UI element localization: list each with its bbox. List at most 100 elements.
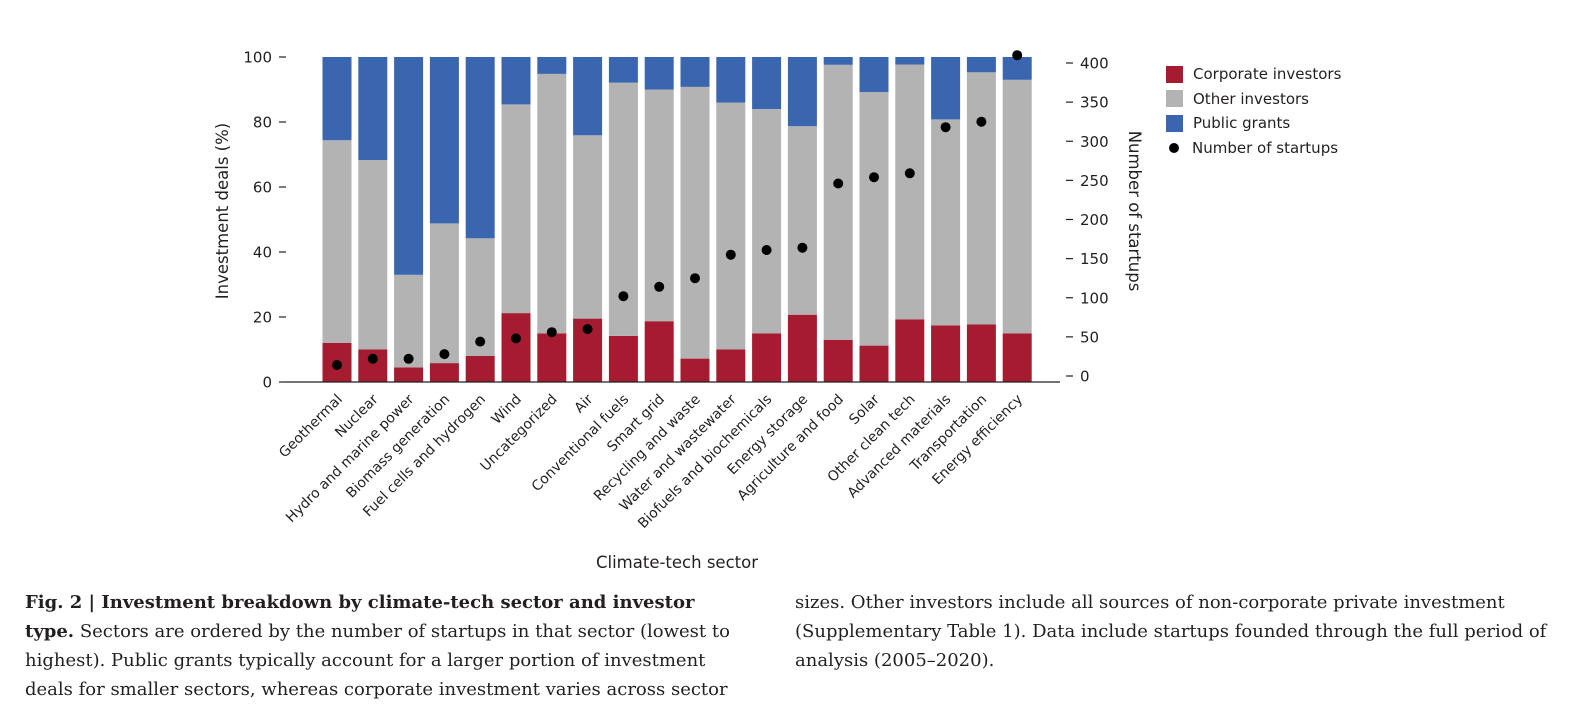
bar-segment-s2-c19 <box>1002 57 1032 80</box>
legend-swatch-public <box>1166 114 1183 132</box>
legend-item-corporate: Corporate investors <box>1166 62 1341 87</box>
x-axis-title: Climate-tech sector <box>596 553 758 572</box>
x-tick-label-7: Air <box>572 391 597 416</box>
bar-segment-s2-c10 <box>680 57 710 87</box>
bar-segment-s2-c8 <box>608 57 638 83</box>
bar-segment-s2-c14 <box>823 57 853 65</box>
bar-segment-s1-c10 <box>680 86 710 359</box>
bar-segment-s0-c9 <box>644 321 674 382</box>
y2-tick-label-1: 50 <box>1080 328 1099 346</box>
y-tick-label-5: 100 <box>243 49 272 67</box>
bar-segment-s2-c17 <box>931 57 961 120</box>
point-startups-0 <box>332 360 342 370</box>
bar-segment-s0-c19 <box>1002 333 1032 383</box>
legend-label-startups: Number of startups <box>1192 138 1339 157</box>
bar-segment-s1-c1 <box>358 160 388 350</box>
legend-item-public: Public grants <box>1166 111 1341 136</box>
bar-segment-s2-c9 <box>644 57 674 90</box>
bar-segment-s0-c5 <box>501 313 531 382</box>
bar-segment-s2-c12 <box>752 57 782 109</box>
bar-segment-s0-c14 <box>823 339 853 383</box>
bar-segment-s1-c13 <box>787 126 817 315</box>
bar-segment-s1-c12 <box>752 109 782 334</box>
point-startups-12 <box>761 245 772 255</box>
legend-dot-startups <box>1169 142 1179 153</box>
bar-segment-s2-c7 <box>573 57 603 136</box>
bar-segment-s0-c11 <box>716 349 746 382</box>
bar-segment-s1-c7 <box>573 135 603 319</box>
legend-label-corporate: Corporate investors <box>1193 65 1342 84</box>
bar-segment-s2-c2 <box>394 57 424 275</box>
point-startups-4 <box>475 336 486 347</box>
bar-segment-s1-c4 <box>465 238 495 356</box>
y2-axis-title: Number of startups <box>1125 131 1144 292</box>
point-startups-7 <box>582 324 593 335</box>
y-tick-label-0: 0 <box>262 374 272 392</box>
legend-item-other: Other investors <box>1166 87 1341 112</box>
point-startups-8 <box>618 291 629 302</box>
points-layer <box>332 50 1023 370</box>
bar-segment-s0-c16 <box>895 319 925 382</box>
bar-segment-s0-c17 <box>931 325 961 382</box>
caption-left-text: Sectors are ordered by the number of sta… <box>25 621 730 700</box>
legend-label-other: Other investors <box>1193 89 1309 108</box>
point-startups-3 <box>439 349 450 360</box>
point-startups-1 <box>367 353 378 364</box>
y-tick-label-2: 40 <box>253 244 272 262</box>
bar-segment-s2-c13 <box>787 57 817 127</box>
y2-tick-label-3: 150 <box>1080 250 1109 268</box>
point-startups-17 <box>940 122 951 133</box>
bar-segment-s0-c12 <box>752 333 782 383</box>
y-tick-label-4: 80 <box>253 114 272 132</box>
y-tick-label-3: 60 <box>253 179 272 197</box>
y2-tick-label-4: 200 <box>1080 211 1109 229</box>
bar-segment-s0-c2 <box>394 367 424 382</box>
bar-segment-s1-c3 <box>429 223 459 364</box>
bar-segment-s2-c3 <box>429 57 459 224</box>
point-startups-16 <box>904 168 915 179</box>
caption-right-text: sizes. Other investors include all sourc… <box>795 592 1547 671</box>
stacked-bar-chart: 020406080100050100150200250300350400Geot… <box>213 49 1144 573</box>
bar-segment-s1-c17 <box>931 119 961 326</box>
point-startups-19 <box>1012 50 1023 61</box>
y-tick-label-1: 20 <box>253 309 272 327</box>
bar-segment-s0-c10 <box>680 358 710 382</box>
bar-segment-s1-c14 <box>823 64 853 340</box>
point-startups-6 <box>546 327 557 338</box>
bar-segment-s0-c8 <box>608 335 638 382</box>
legend-swatch-corporate <box>1166 65 1183 83</box>
point-startups-15 <box>869 172 879 183</box>
legend: Corporate investors Other investors Publ… <box>1166 62 1341 160</box>
bar-segment-s2-c0 <box>322 57 352 141</box>
bar-segment-s0-c13 <box>787 314 817 382</box>
bar-segment-s2-c6 <box>537 57 567 74</box>
point-startups-9 <box>654 281 665 292</box>
point-startups-18 <box>976 116 987 127</box>
caption-title: Fig. 2 | Investment breakdown by climate… <box>25 592 695 642</box>
bar-segment-s2-c4 <box>465 57 495 239</box>
y2-tick-label-2: 100 <box>1080 289 1109 307</box>
bar-segment-s2-c15 <box>859 57 889 93</box>
bar-segment-s1-c0 <box>322 140 352 343</box>
bars-layer <box>322 57 1032 383</box>
bar-segment-s1-c2 <box>394 274 424 368</box>
bar-segment-s1-c15 <box>859 92 889 346</box>
legend-label-public: Public grants <box>1193 114 1291 133</box>
bar-segment-s2-c16 <box>895 57 925 65</box>
bar-segment-s2-c5 <box>501 57 531 105</box>
bar-segment-s1-c19 <box>1002 79 1032 334</box>
bar-segment-s2-c1 <box>358 57 388 160</box>
bar-segment-s0-c6 <box>537 333 567 383</box>
y-axis-title: Investment deals (%) <box>213 123 232 299</box>
point-startups-2 <box>403 353 414 364</box>
bar-segment-s1-c5 <box>501 104 531 314</box>
caption-right-column: sizes. Other investors include all sourc… <box>795 588 1555 675</box>
point-startups-14 <box>833 178 844 189</box>
legend-swatch-other <box>1166 90 1183 108</box>
y2-tick-label-5: 250 <box>1080 172 1109 190</box>
bar-segment-s1-c18 <box>966 72 996 325</box>
bar-segment-s0-c4 <box>465 356 495 382</box>
y2-tick-label-0: 0 <box>1080 368 1090 386</box>
bar-segment-s1-c6 <box>537 73 567 334</box>
bar-segment-s2-c11 <box>716 57 746 103</box>
